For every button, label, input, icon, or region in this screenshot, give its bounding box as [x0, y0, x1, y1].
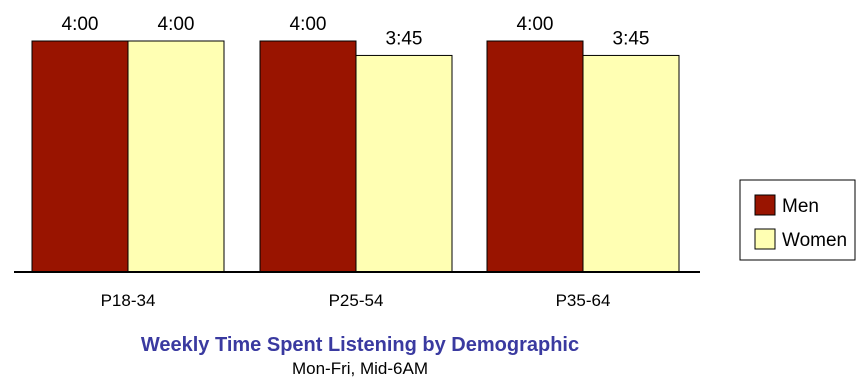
data-label: 3:45 — [613, 28, 650, 49]
legend-swatch-men — [754, 194, 776, 216]
data-label: 4:00 — [62, 14, 99, 35]
data-label: 3:45 — [386, 28, 423, 49]
legend-label-women: Women — [782, 230, 847, 251]
data-label: 4:00 — [290, 14, 327, 35]
x-tick-label: P35-64 — [556, 291, 611, 310]
data-label: 4:00 — [517, 14, 554, 35]
legend-label-men: Men — [782, 196, 819, 217]
legend-swatch-women — [754, 228, 776, 250]
bar-women-p35-64 — [582, 54, 680, 273]
bars-group: 4:00 4:00 P18-34 4:00 3:45 P25-54 4:00 3:45 P35-… — [31, 14, 680, 310]
chart-subtitle: Mon-Fri, Mid-6AM — [291, 359, 428, 378]
legend: Men Women — [739, 179, 856, 261]
data-label: 4:00 — [158, 14, 195, 35]
chart-title: Weekly Time Spent Listening by Demograph… — [140, 334, 580, 356]
bar-women-p18-34 — [127, 40, 225, 273]
bar-men-p35-64 — [486, 40, 584, 273]
bar-chart: 4:00 4:00 P18-34 4:00 3:45 P25-54 4:00 3:45 P35-… — [14, 14, 856, 310]
x-tick-label: P25-54 — [329, 291, 384, 310]
bar-women-p25-54 — [355, 54, 453, 273]
x-tick-label: P18-34 — [101, 291, 156, 310]
bar-men-p18-34 — [31, 40, 129, 273]
bar-men-p25-54 — [259, 40, 357, 273]
